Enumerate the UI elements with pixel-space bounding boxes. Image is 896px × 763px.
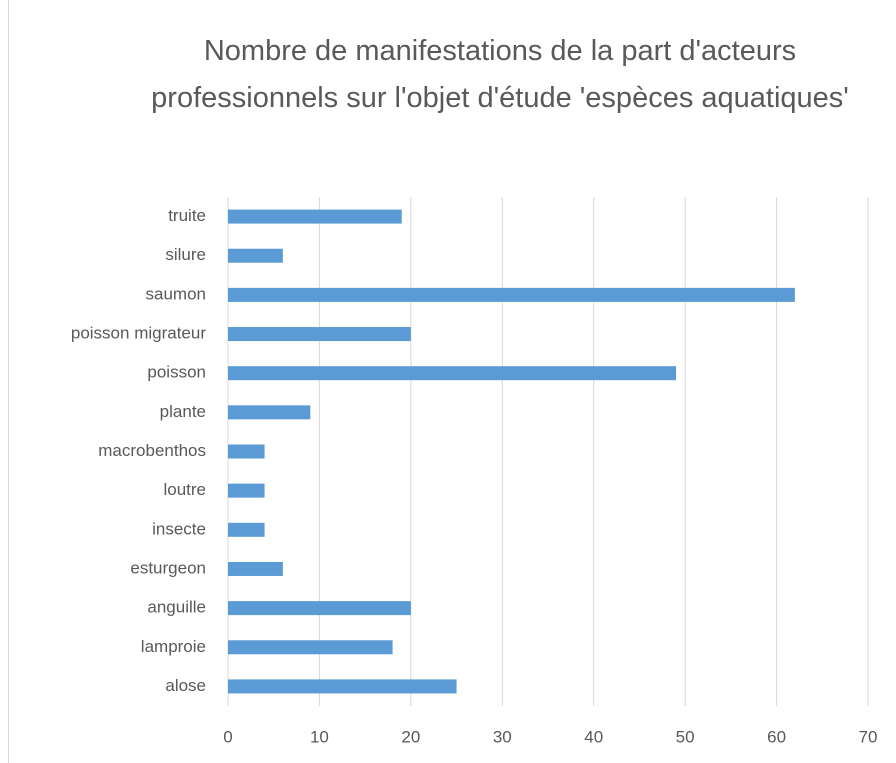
- bar: [228, 444, 265, 459]
- x-tick-label: 60: [767, 727, 786, 746]
- y-tick-label: saumon: [146, 284, 206, 303]
- y-tick-label: poisson: [147, 363, 206, 382]
- y-tick-label: poisson migrateur: [71, 324, 206, 343]
- bar: [228, 366, 676, 381]
- x-tick-label: 30: [493, 727, 512, 746]
- chart-title: Nombre de manifestations de la part d'ac…: [151, 35, 849, 114]
- bar: [228, 601, 411, 616]
- bar: [228, 679, 457, 694]
- y-tick-label: loutre: [163, 480, 206, 499]
- bar: [228, 640, 393, 655]
- chart-border: [8, 0, 9, 763]
- bar: [228, 209, 402, 224]
- y-tick-label: plante: [160, 402, 206, 421]
- y-tick-label: insecte: [152, 519, 206, 538]
- bar: [228, 522, 265, 537]
- x-tick-label: 50: [676, 727, 695, 746]
- y-tick-label: esturgeon: [130, 558, 206, 577]
- bar: [228, 405, 311, 420]
- x-tick-label: 0: [223, 727, 232, 746]
- y-tick-label: macrobenthos: [98, 441, 206, 460]
- x-tick-label: 10: [310, 727, 329, 746]
- y-tick-label: truite: [168, 206, 206, 225]
- bar: [228, 561, 283, 576]
- x-tick-label: 40: [584, 727, 603, 746]
- bar: [228, 483, 265, 498]
- bar: [228, 327, 411, 342]
- y-tick-label: anguille: [147, 598, 206, 617]
- y-tick-label: alose: [165, 676, 206, 695]
- x-tick-label: 70: [859, 727, 878, 746]
- x-tick-label: 20: [401, 727, 420, 746]
- y-tick-label: lamproie: [141, 637, 206, 656]
- bar: [228, 248, 283, 263]
- bar: [228, 287, 795, 302]
- y-tick-label: silure: [165, 245, 206, 264]
